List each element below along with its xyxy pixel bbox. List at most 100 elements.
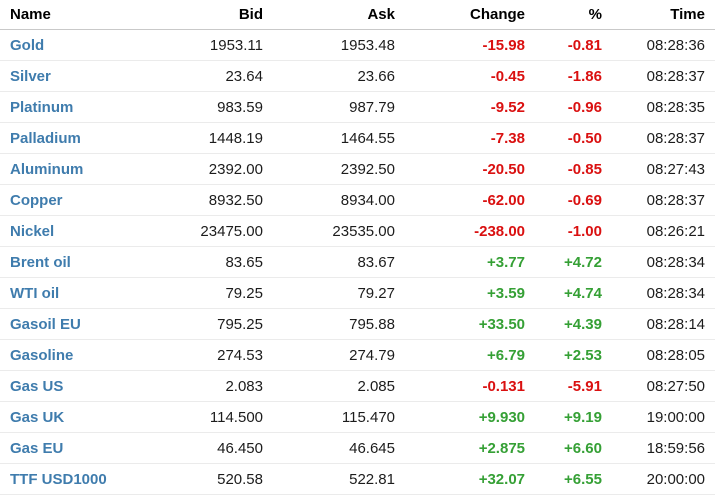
quotes-table-header: Name Bid Ask Change % Time — [0, 0, 715, 30]
table-row: Gasoil EU 795.25 795.88 +33.50 +4.39 08:… — [0, 308, 715, 340]
change-cell: +33.50 — [405, 308, 535, 340]
time-cell: 08:28:34 — [612, 277, 715, 309]
table-row: Nickel 23475.00 23535.00 -238.00 -1.00 0… — [0, 215, 715, 247]
bid-cell: 23475.00 — [185, 215, 273, 247]
table-row: Palladium 1448.19 1464.55 -7.38 -0.50 08… — [0, 122, 715, 154]
percent-change-cell: +4.72 — [535, 246, 612, 278]
ask-cell: 79.27 — [273, 277, 405, 309]
change-cell: +9.930 — [405, 401, 535, 433]
percent-change-cell: -0.85 — [535, 153, 612, 185]
percent-change-cell: +6.60 — [535, 432, 612, 464]
header-row: Name Bid Ask Change % Time — [0, 0, 715, 30]
instrument-name-link[interactable]: Nickel — [0, 215, 185, 247]
bid-cell: 1953.11 — [185, 29, 273, 61]
instrument-name-link[interactable]: TTF USD1000 — [0, 463, 185, 495]
ask-cell: 522.81 — [273, 463, 405, 495]
bid-cell: 46.450 — [185, 432, 273, 464]
table-row: Silver 23.64 23.66 -0.45 -1.86 08:28:37 — [0, 60, 715, 92]
column-header-bid: Bid — [185, 0, 273, 30]
ask-cell: 23535.00 — [273, 215, 405, 247]
percent-change-cell: -1.00 — [535, 215, 612, 247]
table-row: Aluminum 2392.00 2392.50 -20.50 -0.85 08… — [0, 153, 715, 185]
change-cell: +6.79 — [405, 339, 535, 371]
change-cell: -62.00 — [405, 184, 535, 216]
change-cell: -20.50 — [405, 153, 535, 185]
instrument-name-link[interactable]: Platinum — [0, 91, 185, 123]
bid-cell: 114.500 — [185, 401, 273, 433]
bid-cell: 79.25 — [185, 277, 273, 309]
change-cell: +3.77 — [405, 246, 535, 278]
bid-cell: 274.53 — [185, 339, 273, 371]
time-cell: 08:27:50 — [612, 370, 715, 402]
bid-cell: 795.25 — [185, 308, 273, 340]
percent-change-cell: +6.55 — [535, 463, 612, 495]
instrument-name-link[interactable]: Gas UK — [0, 401, 185, 433]
time-cell: 08:28:14 — [612, 308, 715, 340]
table-row: Gas UK 114.500 115.470 +9.930 +9.19 19:0… — [0, 401, 715, 433]
change-cell: +32.07 — [405, 463, 535, 495]
time-cell: 19:00:00 — [612, 401, 715, 433]
instrument-name-link[interactable]: Aluminum — [0, 153, 185, 185]
instrument-name-link[interactable]: Palladium — [0, 122, 185, 154]
ask-cell: 795.88 — [273, 308, 405, 340]
instrument-name-link[interactable]: Gasoil EU — [0, 308, 185, 340]
percent-change-cell: -0.96 — [535, 91, 612, 123]
bid-cell: 983.59 — [185, 91, 273, 123]
bid-cell: 8932.50 — [185, 184, 273, 216]
instrument-name-link[interactable]: Silver — [0, 60, 185, 92]
instrument-name-link[interactable]: Gasoline — [0, 339, 185, 371]
percent-change-cell: -0.69 — [535, 184, 612, 216]
table-row: WTI oil 79.25 79.27 +3.59 +4.74 08:28:34 — [0, 277, 715, 309]
column-header-time: Time — [612, 0, 715, 30]
bid-cell: 2.083 — [185, 370, 273, 402]
bid-cell: 83.65 — [185, 246, 273, 278]
change-cell: -0.45 — [405, 60, 535, 92]
table-row: TTF USD1000 520.58 522.81 +32.07 +6.55 2… — [0, 463, 715, 495]
time-cell: 18:59:56 — [612, 432, 715, 464]
percent-change-cell: +4.74 — [535, 277, 612, 309]
table-row: Gasoline 274.53 274.79 +6.79 +2.53 08:28… — [0, 339, 715, 371]
instrument-name-link[interactable]: Brent oil — [0, 246, 185, 278]
ask-cell: 2.085 — [273, 370, 405, 402]
column-header-ask: Ask — [273, 0, 405, 30]
column-header-name: Name — [0, 0, 185, 30]
instrument-name-link[interactable]: WTI oil — [0, 277, 185, 309]
column-header-change: Change — [405, 0, 535, 30]
time-cell: 08:28:37 — [612, 60, 715, 92]
time-cell: 08:28:36 — [612, 29, 715, 61]
ask-cell: 274.79 — [273, 339, 405, 371]
instrument-name-link[interactable]: Gas US — [0, 370, 185, 402]
change-cell: -7.38 — [405, 122, 535, 154]
time-cell: 08:28:37 — [612, 184, 715, 216]
time-cell: 08:27:43 — [612, 153, 715, 185]
column-header-percent: % — [535, 0, 612, 30]
ask-cell: 23.66 — [273, 60, 405, 92]
ask-cell: 1464.55 — [273, 122, 405, 154]
ask-cell: 8934.00 — [273, 184, 405, 216]
table-row: Brent oil 83.65 83.67 +3.77 +4.72 08:28:… — [0, 246, 715, 278]
percent-change-cell: -1.86 — [535, 60, 612, 92]
instrument-name-link[interactable]: Copper — [0, 184, 185, 216]
table-row: Gas US 2.083 2.085 -0.131 -5.91 08:27:50 — [0, 370, 715, 402]
quotes-table-body: Gold 1953.11 1953.48 -15.98 -0.81 08:28:… — [0, 29, 715, 495]
bid-cell: 2392.00 — [185, 153, 273, 185]
ask-cell: 83.67 — [273, 246, 405, 278]
table-row: Gas EU 46.450 46.645 +2.875 +6.60 18:59:… — [0, 432, 715, 464]
percent-change-cell: +2.53 — [535, 339, 612, 371]
ask-cell: 987.79 — [273, 91, 405, 123]
instrument-name-link[interactable]: Gold — [0, 29, 185, 61]
ask-cell: 2392.50 — [273, 153, 405, 185]
percent-change-cell: +9.19 — [535, 401, 612, 433]
time-cell: 08:28:34 — [612, 246, 715, 278]
bid-cell: 1448.19 — [185, 122, 273, 154]
ask-cell: 46.645 — [273, 432, 405, 464]
time-cell: 08:28:35 — [612, 91, 715, 123]
percent-change-cell: +4.39 — [535, 308, 612, 340]
change-cell: -9.52 — [405, 91, 535, 123]
time-cell: 08:28:37 — [612, 122, 715, 154]
change-cell: +3.59 — [405, 277, 535, 309]
instrument-name-link[interactable]: Gas EU — [0, 432, 185, 464]
change-cell: -0.131 — [405, 370, 535, 402]
time-cell: 08:26:21 — [612, 215, 715, 247]
